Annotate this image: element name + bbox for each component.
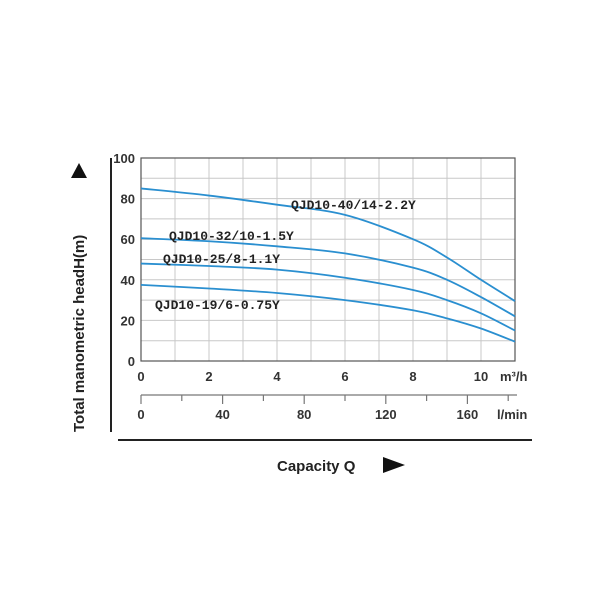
x-axis-label: Capacity Q bbox=[277, 458, 356, 475]
l-min-tick-label: 120 bbox=[375, 407, 397, 422]
y-tick-label: 100 bbox=[113, 151, 135, 166]
x-tick-label: 0 bbox=[137, 369, 144, 384]
y-tick-label: 60 bbox=[121, 232, 135, 247]
plot-frame bbox=[140, 157, 516, 362]
y-tick-label: 40 bbox=[121, 273, 135, 288]
l-min-unit-label: l/min bbox=[497, 407, 527, 422]
y-axis-label: Total manometric headH(m) bbox=[71, 235, 88, 432]
series-line bbox=[140, 187, 516, 302]
x-tick-label: 6 bbox=[341, 369, 348, 384]
series-label: QJD10-25/8-1.1Y bbox=[163, 252, 280, 267]
x-tick-label: 10 bbox=[474, 369, 488, 384]
l-min-tick-label: 80 bbox=[297, 407, 311, 422]
x-axis-arrow-icon bbox=[383, 457, 405, 473]
series-line bbox=[140, 262, 516, 332]
x-unit-label: m³/h bbox=[500, 369, 528, 384]
series-label: QJD10-32/10-1.5Y bbox=[169, 229, 294, 244]
series-label: QJD10-19/6-0.75Y bbox=[155, 298, 280, 313]
y-axis-arrow-icon bbox=[71, 163, 87, 178]
y-tick-label: 20 bbox=[121, 313, 135, 328]
l-min-tick-label: 0 bbox=[137, 407, 144, 422]
y-tick-label: 0 bbox=[128, 354, 135, 369]
l-min-tick-label: 40 bbox=[215, 407, 229, 422]
y-tick-label: 80 bbox=[121, 192, 135, 207]
l-min-tick-label: 160 bbox=[457, 407, 479, 422]
x-tick-label: 4 bbox=[273, 369, 281, 384]
series-line bbox=[140, 237, 516, 318]
x-tick-label: 2 bbox=[205, 369, 212, 384]
x-tick-label: 8 bbox=[409, 369, 416, 384]
series-label: QJD10-40/14-2.2Y bbox=[291, 198, 416, 213]
series-line bbox=[140, 283, 516, 343]
